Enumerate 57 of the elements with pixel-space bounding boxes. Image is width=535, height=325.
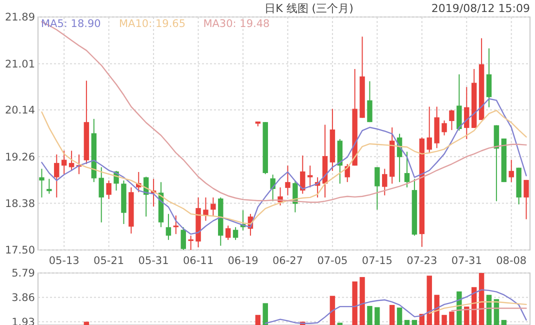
line-series [264,289,527,324]
x-tick-label: 07-15 [362,255,392,267]
candlestick [382,168,388,196]
candlestick [188,235,194,250]
x-tick-label: 05-13 [48,255,80,267]
candlestick [449,109,454,131]
candlestick [166,213,172,240]
text: MA30: 19.48 [203,18,270,30]
x-tick-label: 07-31 [451,255,482,267]
text: MA10: 19.65 [119,18,186,30]
candlestick [46,178,52,194]
candlestick [270,174,276,202]
candlestick [173,215,179,235]
y-tick-label: 17.50 [4,244,35,257]
x-tick-label: 06-27 [272,255,303,267]
chart-title: 日K 线图 (三个月) [264,2,354,15]
x-tick-label: 07-05 [317,255,348,267]
candlestick [203,196,208,222]
line-series [41,21,527,203]
candlestick [367,80,372,123]
y-tick-label: 18.38 [4,198,35,210]
candlestick [61,150,67,175]
x-tick-label: 06-11 [183,255,214,267]
candlestick [225,225,231,240]
candlestick [508,159,514,183]
candlestick [180,226,186,250]
candlestick [292,180,298,213]
candlestick [404,151,410,188]
candlestick [98,166,104,223]
y-tick-label: 21.01 [4,58,35,70]
y-tick-label: 3.86 [12,292,36,304]
candlestick [106,180,112,200]
candlestick [39,168,44,198]
x-tick-label: 08-08 [496,255,527,267]
candlestick [426,106,432,154]
candlestick [456,74,462,132]
candlestick [232,226,238,240]
candlestick [486,48,492,108]
y-tick-label: 5.79 [12,268,35,280]
candlestick [442,120,447,136]
y-tick-label: 20.14 [4,104,36,117]
line-series [428,301,527,314]
candlestick [285,165,290,196]
y-tick-label: 19.26 [4,151,36,164]
y-tick-label: 21.89 [4,12,35,24]
candlestick [210,196,216,218]
x-tick-label: 05-31 [138,255,169,267]
x-tick-label: 05-21 [94,255,124,267]
candlestick [374,166,380,210]
candlestick [54,154,60,198]
candlestick [464,86,470,140]
candlestick [307,165,313,188]
candlestick [68,150,74,171]
x-tick-label: 07-23 [406,255,438,267]
x-tick-label: 06-19 [228,255,258,267]
candlestick [524,179,529,220]
chart-subtitle: 2019/08/12 15:09 [431,2,530,15]
